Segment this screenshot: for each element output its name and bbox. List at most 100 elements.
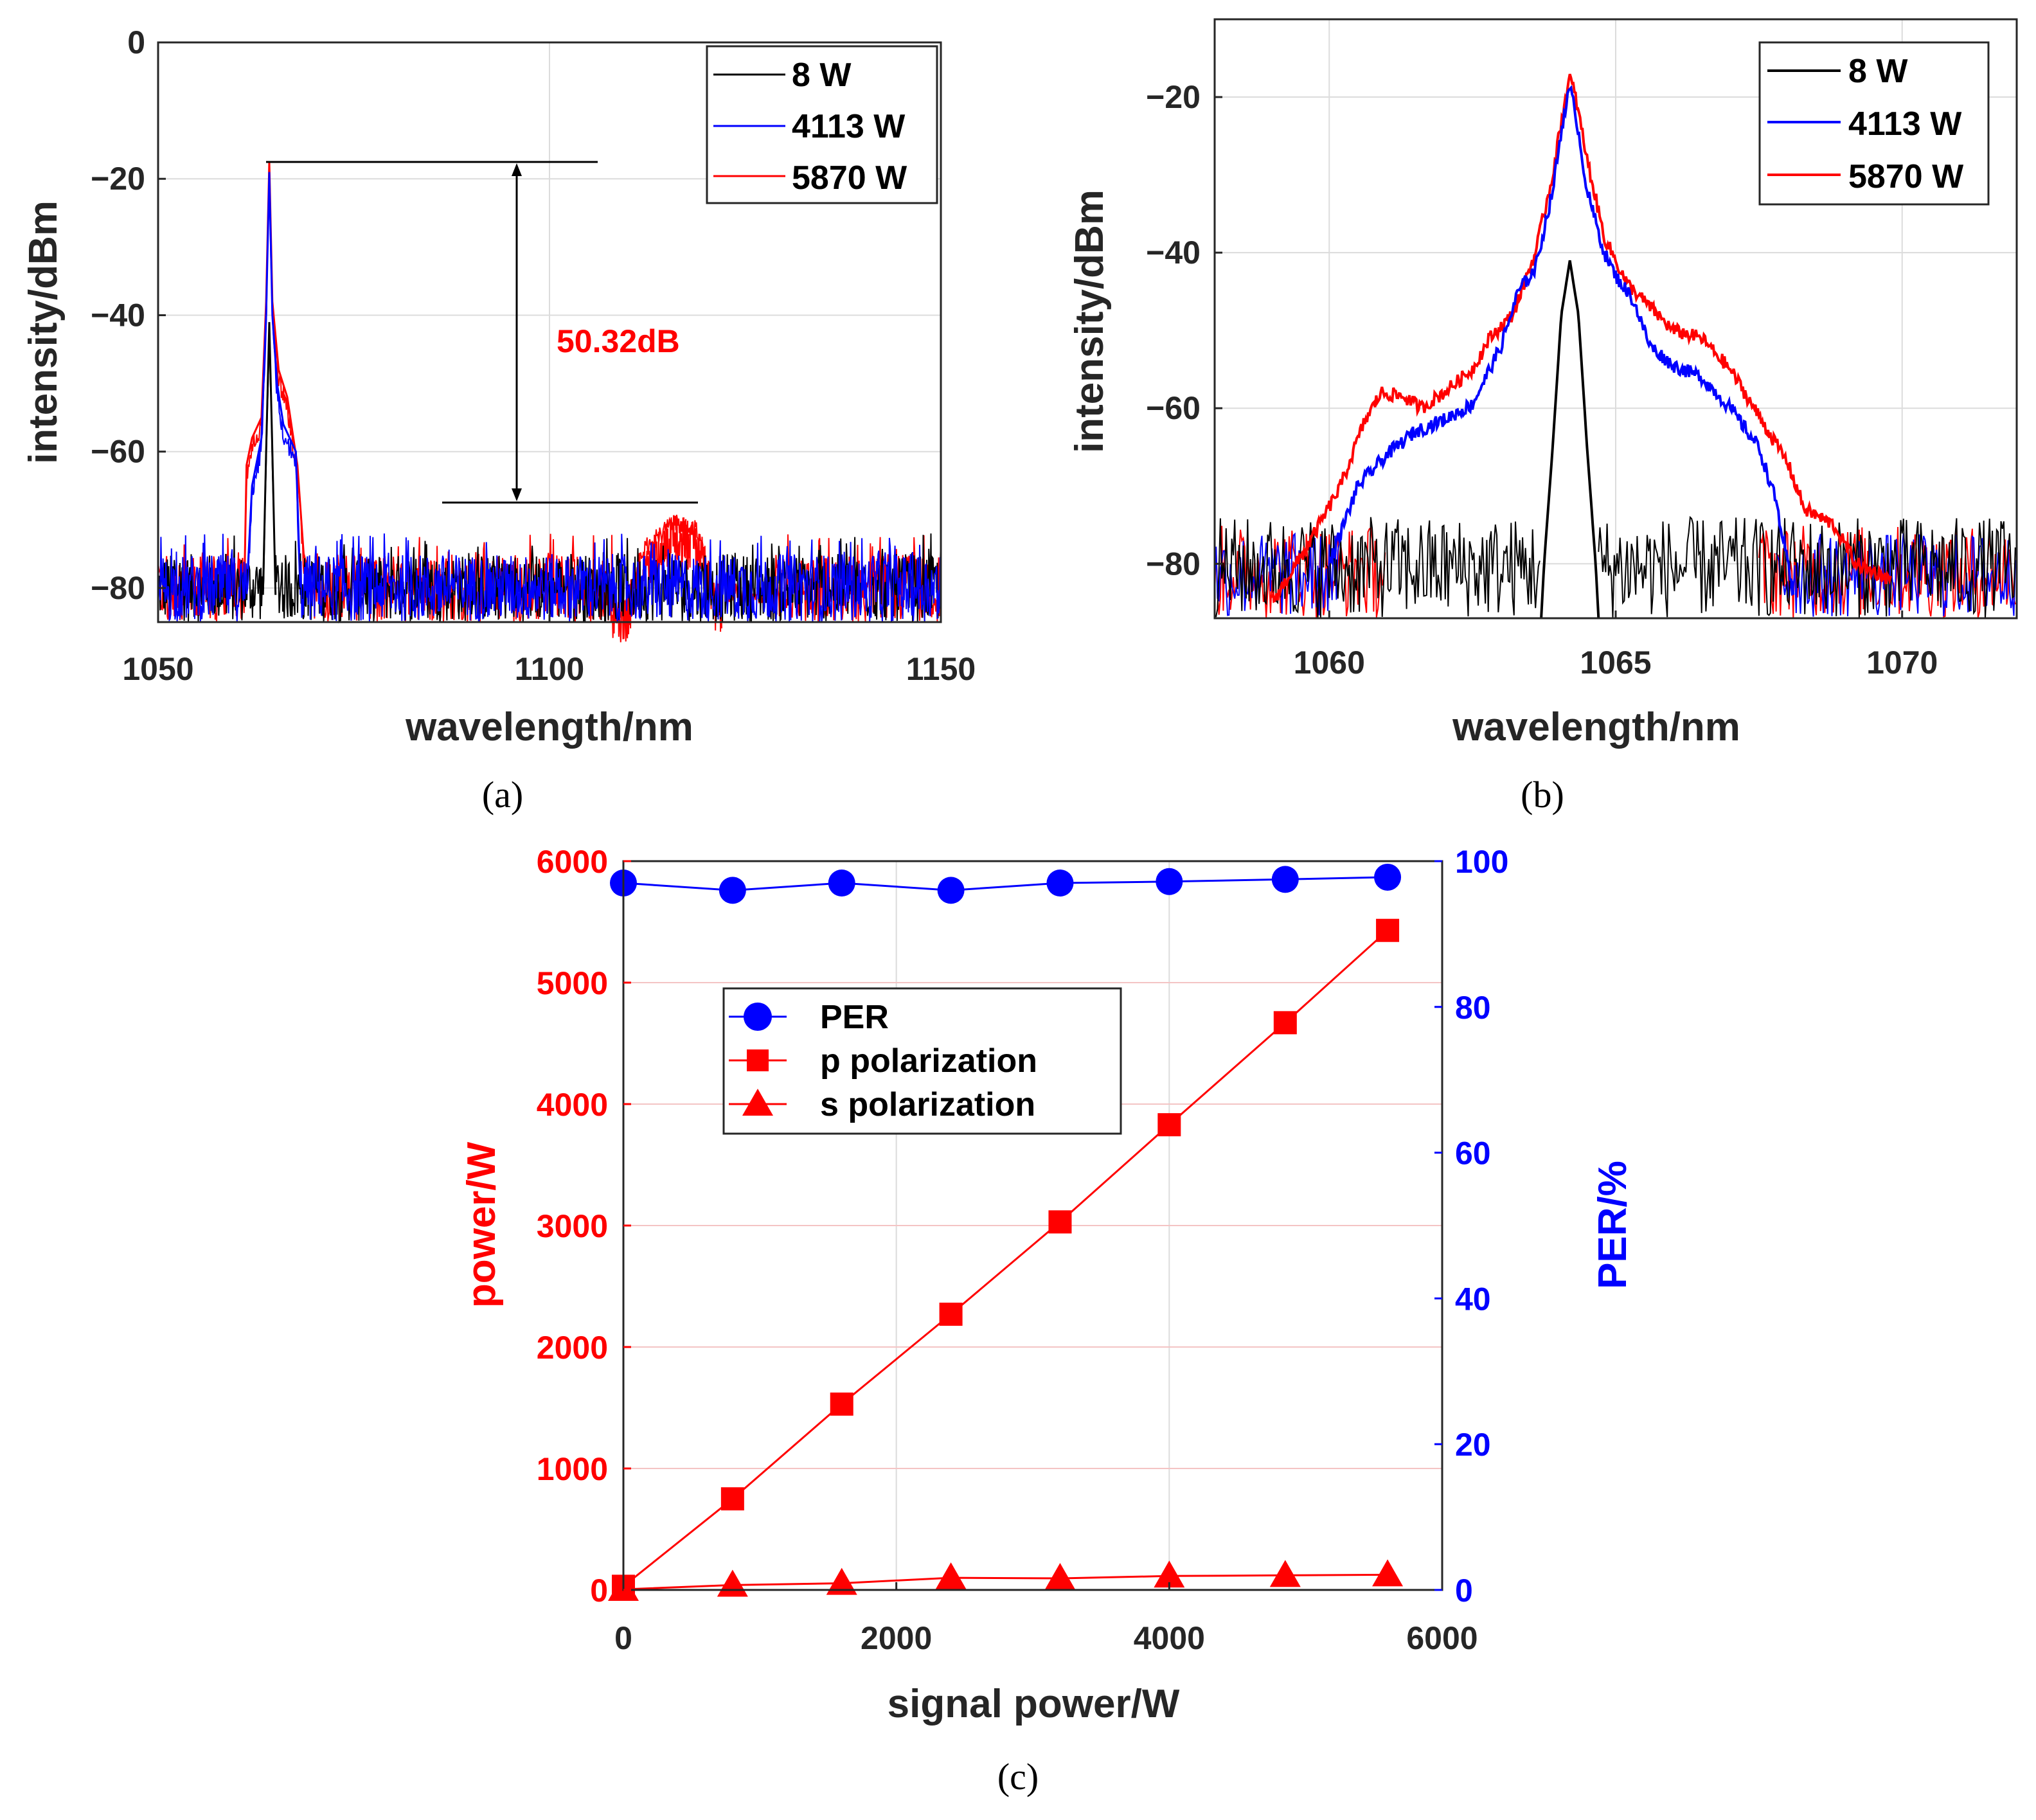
panel-b-legend: 8 W 4113 W 5870 W — [1758, 41, 1990, 206]
panel-b-legend-label-8w: 8 W — [1848, 53, 1908, 90]
panel-c-point-per — [828, 870, 855, 897]
panel-b-xtick-label: 1060 — [1294, 645, 1365, 681]
panel-c-caption: (c) — [997, 1756, 1039, 1798]
panel-c-point-p — [720, 1487, 744, 1511]
panel-c-legend-label-p: p polarization — [820, 1042, 1037, 1080]
panel-c-line-p-polarization — [623, 929, 1389, 1587]
panel-c-point-per — [719, 877, 746, 904]
panel-a-xtick-label: 1150 — [906, 651, 976, 687]
panel-a-legend-label-5870w: 5870 W — [792, 159, 907, 197]
panel-b-ytick-label: −80 — [1146, 546, 1201, 582]
panel-a-chart: 50.32dB 1050 1100 1150 0 −20 −40 −60 −80 wavele… — [21, 24, 976, 816]
panel-a-legend-label-4113w: 4113 W — [792, 108, 906, 145]
panel-c-ytick-label: 1000 — [537, 1451, 608, 1487]
panel-b-noise-floor — [1214, 515, 2016, 618]
panel-c-legend-label-per: PER — [820, 999, 889, 1036]
panel-c-point-p — [830, 1392, 853, 1416]
panel-b-series-5870w — [1271, 73, 1892, 603]
panel-c-point-per — [1374, 863, 1402, 891]
panel-a-ytick-label: −40 — [91, 297, 145, 333]
panel-b-noise-8w-left — [1215, 517, 1540, 618]
panel-c-point-p — [1157, 1113, 1181, 1137]
panel-c-xtick-label: 6000 — [1406, 1620, 1478, 1656]
panel-b-series-4113w — [1328, 85, 1795, 595]
panel-c-point-per — [1271, 866, 1299, 893]
panel-c-point-s — [1154, 1560, 1185, 1588]
panel-c-y2tick-label: 20 — [1455, 1427, 1491, 1463]
panel-c-point-s — [1269, 1560, 1301, 1587]
panel-c-xtick-label: 4000 — [1134, 1620, 1205, 1656]
panel-a-caption: (a) — [482, 774, 523, 816]
panel-b-ytick-label: −40 — [1146, 235, 1201, 271]
panel-c-xtick-label: 0 — [614, 1620, 632, 1656]
panel-b-legend-label-5870w: 5870 W — [1848, 158, 1964, 195]
panel-a-legend: 8 W 4113 W 5870 W — [706, 45, 938, 204]
panel-c-point-per — [937, 877, 965, 904]
panel-b-ticks: 1060 1065 1070 −20 −40 −60 −80 — [1146, 79, 1938, 681]
panel-b-y-axis-label: intensity/dBm — [1067, 190, 1112, 453]
panel-c-point-p — [939, 1302, 963, 1326]
panel-c-point-per — [1046, 870, 1074, 897]
panel-c-y2tick-label: 0 — [1455, 1573, 1473, 1609]
panel-c-legend-marker-s — [742, 1089, 773, 1116]
panel-c-y2tick-label: 40 — [1455, 1281, 1491, 1317]
panel-c-point-s — [1372, 1559, 1404, 1587]
panel-b-xtick-label: 1065 — [1580, 645, 1651, 681]
panel-b-series — [1271, 73, 1892, 619]
panel-a-annotation-text: 50.32dB — [557, 323, 680, 359]
panel-c-y2-axis-label: PER/% — [1591, 1161, 1635, 1289]
panel-c-chart: 0 2000 4000 6000 0 1000 2000 3000 4000 5000 6000 0 2… — [460, 844, 1635, 1798]
panel-a-series-4113w — [157, 181, 942, 623]
panel-a-xtick-label: 1100 — [515, 651, 584, 687]
panel-c-point-p — [1273, 1011, 1297, 1035]
panel-a-ytick-label: −60 — [91, 434, 145, 470]
panel-c-legend: PER p polarization s polarization — [722, 987, 1122, 1135]
panel-a-x-axis-label: wavelength/nm — [405, 705, 693, 749]
panel-a-ticks: 1050 1100 1150 0 −20 −40 −60 −80 — [91, 24, 976, 687]
panel-c-y2tick-label: 80 — [1455, 990, 1491, 1026]
panel-a-legend-label-8w: 8 W — [792, 57, 852, 94]
panel-c-ytick-label: 5000 — [537, 965, 608, 1001]
panel-c-point-per — [1156, 868, 1183, 895]
panel-a-y-axis-label: intensity/dBm — [21, 201, 66, 464]
panel-a-ytick-label: 0 — [127, 24, 145, 60]
panel-b-legend-label-4113w: 4113 W — [1848, 105, 1962, 143]
panel-a-xtick-label: 1050 — [122, 651, 193, 687]
panel-c-legend-marker-p — [747, 1049, 769, 1071]
panel-a-noise-floor — [157, 181, 942, 624]
panel-c-y-axis-label: power/W — [460, 1141, 504, 1308]
panel-b-chart: 1060 1065 1070 −20 −40 −60 −80 wavelength/nm i… — [1067, 18, 2018, 816]
panel-b-series-8w — [1540, 260, 1600, 619]
panel-c-line-s-polarization — [623, 1573, 1388, 1591]
panel-c-series — [608, 863, 1404, 1601]
panel-c-y2tick-label: 60 — [1455, 1136, 1491, 1172]
panel-b-x-axis-label: wavelength/nm — [1452, 705, 1740, 749]
panel-c-y2tick-label: 100 — [1455, 844, 1508, 880]
panel-c-ytick-label: 3000 — [537, 1208, 608, 1244]
panel-c-x-axis-label: signal power/W — [888, 1682, 1180, 1726]
panel-c-point-s — [826, 1567, 857, 1595]
panel-c-ytick-label: 4000 — [537, 1087, 608, 1123]
panel-a-series-8w — [157, 334, 942, 624]
panel-c-ytick-label: 2000 — [537, 1330, 608, 1366]
panel-c-point-p — [1048, 1210, 1072, 1234]
panel-c-line-per — [623, 876, 1388, 891]
panel-b-caption: (b) — [1521, 774, 1564, 816]
panel-b-ytick-label: −20 — [1146, 79, 1201, 115]
panel-c-legend-marker-per — [744, 1003, 772, 1031]
panel-c-point-s — [1044, 1563, 1076, 1591]
panel-b-xtick-label: 1070 — [1866, 645, 1938, 681]
panel-c-ticks: 0 2000 4000 6000 0 1000 2000 3000 4000 5000 6000 0 2… — [537, 844, 1509, 1656]
panel-c-ytick-label: 0 — [590, 1573, 608, 1609]
panel-c-point-p — [1376, 918, 1400, 942]
panel-c-legend-box — [722, 987, 1122, 1135]
panel-c-ytick-label: 6000 — [537, 844, 608, 880]
panel-c-xtick-label: 2000 — [861, 1620, 932, 1656]
panel-a-arrow-head-up — [512, 163, 522, 176]
panel-a-ytick-label: −20 — [91, 161, 145, 197]
panel-c-point-s — [935, 1562, 967, 1590]
panel-a-ytick-label: −80 — [91, 570, 145, 606]
panel-b-noise-8w-right — [1598, 515, 2016, 618]
panel-a-arrow-head-down — [512, 488, 522, 501]
